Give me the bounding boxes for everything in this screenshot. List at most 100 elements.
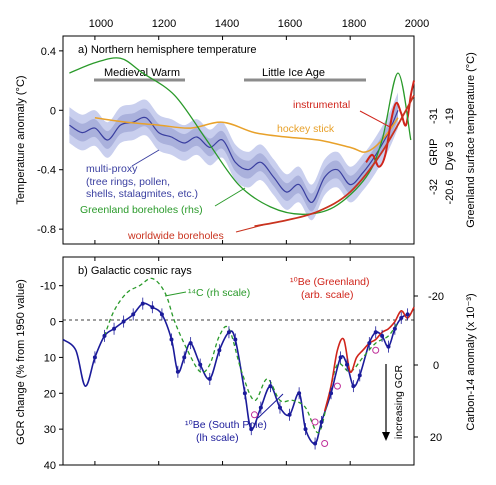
multi-proxy-band xyxy=(69,92,399,221)
data-point xyxy=(112,326,117,331)
data-point xyxy=(226,330,231,335)
data-point xyxy=(351,384,356,389)
grip-tick-low: -32 xyxy=(428,179,440,195)
top-tick-1800: 1800 xyxy=(342,18,366,30)
data-point xyxy=(380,333,385,338)
panel-b-ytick-label: -10 xyxy=(40,281,56,293)
x-tick-marks xyxy=(94,36,415,465)
data-point xyxy=(338,355,343,360)
top-tick-1600: 1600 xyxy=(278,18,302,30)
instrumental-label: instrumental xyxy=(293,99,350,111)
data-point xyxy=(287,412,292,417)
multi-proxy-label: multi-proxy xyxy=(86,163,138,175)
be-south-label-1: ¹⁰Be (South Pole) xyxy=(185,419,267,431)
be-south-label-2: (lh scale) xyxy=(196,432,239,444)
top-tick-2000: 2000 xyxy=(405,18,429,30)
panel-b-ytick-label: 40 xyxy=(44,460,56,472)
top-axis: 1000 1200 1400 1600 1800 2000 xyxy=(89,18,429,30)
data-point xyxy=(329,391,334,396)
dye3-tick-low: -20.6 xyxy=(444,179,456,204)
panel-b-ytick-label: 30 xyxy=(44,424,56,436)
panel-b: b) Galactic cosmic rays ¹⁴C (rh scale) ¹… xyxy=(15,256,477,472)
grip-label: GRIP xyxy=(428,139,440,166)
data-point xyxy=(233,337,238,342)
data-point xyxy=(198,362,203,367)
grip-tick-high: -31 xyxy=(428,108,440,124)
panel-a: a) Northern hemisphere temperature Medie… xyxy=(15,35,477,245)
panel-b-y-ticks: -10 0 10 20 30 40 xyxy=(40,281,63,472)
be-greenland-label-1: ¹⁰Be (Greenland) xyxy=(290,276,370,288)
panel-b-y2tick-label: 0 xyxy=(433,360,439,372)
be-south-arrow xyxy=(257,393,284,419)
data-point xyxy=(313,441,318,446)
data-point xyxy=(140,301,145,306)
marker-circle xyxy=(311,418,319,426)
series-line-14c-rh-scale- xyxy=(103,277,399,434)
data-point xyxy=(392,326,397,331)
data-point xyxy=(297,391,302,396)
data-point xyxy=(367,341,372,346)
panel-a-frame xyxy=(62,35,415,245)
panel-b-frame xyxy=(62,256,415,466)
panel-b-ylabel-right: Carbon-14 anomaly (x 10⁻³) xyxy=(465,293,477,430)
top-tick-1400: 1400 xyxy=(215,18,239,30)
marker-circle xyxy=(333,382,341,390)
marker-circle xyxy=(372,346,380,354)
dye3-tick-high: -19 xyxy=(444,108,456,124)
worldwide-boreholes-label: worldwide boreholes xyxy=(127,230,224,242)
data-point xyxy=(277,405,282,410)
multi-proxy-uncertainty-1 xyxy=(69,101,399,212)
data-point xyxy=(399,315,404,320)
marker-circle xyxy=(250,411,258,419)
series-line-multi-proxy xyxy=(69,110,399,203)
dye3-label: Dye 3 xyxy=(444,142,456,171)
hockey-stick-label: hockey stick xyxy=(277,123,335,135)
panel-a-ytick-label: -0.8 xyxy=(37,224,56,236)
data-point xyxy=(373,330,378,335)
data-point xyxy=(92,355,97,360)
instrumental-arrow xyxy=(359,110,391,128)
panel-b-ytick-label: 20 xyxy=(44,388,56,400)
little-ice-age-label: Little Ice Age xyxy=(262,67,325,79)
panel-a-title: a) Northern hemisphere temperature xyxy=(78,44,257,56)
panel-b-ylabel: GCR change (% from 1950 value) xyxy=(15,279,27,445)
panel-b-y2tick-label: 20 xyxy=(430,432,442,444)
multi-proxy-arrow xyxy=(131,149,160,167)
data-point xyxy=(121,319,126,324)
multi-proxy-sub2: shells, stalagmites, etc.) xyxy=(86,188,198,200)
panel-b-ytick-label: 10 xyxy=(44,352,56,364)
data-point xyxy=(303,427,308,432)
series-line-worldwide-boreholes xyxy=(254,94,415,228)
panel-a-ylabel-right: Greenland surface temperature (°C) xyxy=(465,52,477,228)
data-point xyxy=(268,384,273,389)
data-point xyxy=(242,391,247,396)
data-point xyxy=(386,344,391,349)
worldwide-arrow xyxy=(235,224,264,233)
panel-a-ytick-label: -0.4 xyxy=(37,165,56,177)
multi-proxy-sub1: (tree rings, pollen, xyxy=(86,176,170,188)
panel-b-y2-ticks: -20 0 20 xyxy=(414,291,444,444)
panel-b-ytick-label: 0 xyxy=(50,317,56,329)
data-point xyxy=(357,373,362,378)
c14-label: ¹⁴C (rh scale) xyxy=(188,287,250,299)
panel-a-series xyxy=(69,57,415,228)
data-point xyxy=(207,376,212,381)
greenland-arrow xyxy=(214,187,246,207)
data-point xyxy=(188,341,193,346)
top-tick-1000: 1000 xyxy=(89,18,113,30)
data-point xyxy=(249,427,254,432)
be-greenland-label-2: (arb. scale) xyxy=(301,289,354,301)
increasing-gcr-label: increasing GCR xyxy=(393,365,405,440)
data-point xyxy=(405,312,410,317)
panel-b-y2tick-label: -20 xyxy=(428,291,444,303)
greenland-boreholes-label: Greenland boreholes (rhs) xyxy=(80,204,203,216)
panel-a-ytick-label: 0 xyxy=(50,105,56,117)
data-point xyxy=(102,333,107,338)
data-point xyxy=(344,362,349,367)
top-tick-1200: 1200 xyxy=(152,18,176,30)
data-point xyxy=(131,312,136,317)
panel-b-title: b) Galactic cosmic rays xyxy=(78,265,192,277)
c14-arrow xyxy=(164,291,187,297)
